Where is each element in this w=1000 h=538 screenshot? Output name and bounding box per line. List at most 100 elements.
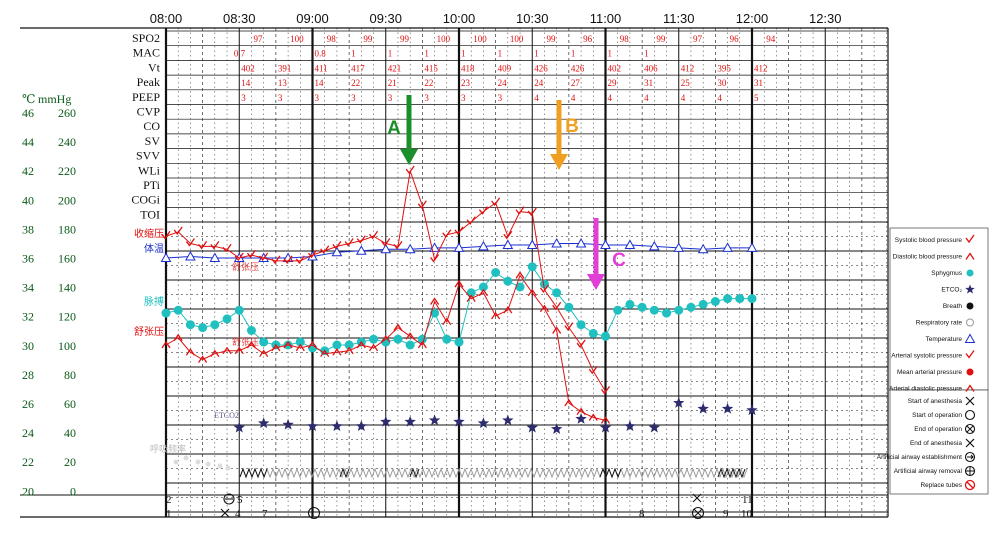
etco2-point	[331, 420, 343, 432]
row-value-vt: 402	[241, 63, 255, 73]
systolic-point	[210, 241, 220, 250]
row-value-spo2: 98	[620, 34, 630, 44]
arrow-a-shaft	[406, 95, 412, 151]
temperature-tick: 34	[22, 281, 34, 295]
legend-label: Respiratory rate	[916, 320, 963, 327]
etco2-point	[453, 415, 465, 427]
row-value-spo2: 98	[327, 34, 337, 44]
pulse-point	[588, 328, 598, 338]
label-diastolic-b: 舒张压	[232, 336, 259, 347]
row-label-sv: SV	[145, 134, 161, 148]
pulse-point	[454, 337, 464, 347]
time-label: 10:30	[516, 11, 549, 26]
pulse-point	[491, 268, 501, 277]
systolic-point	[295, 255, 305, 265]
pressure-unit-label: mmHg	[38, 92, 71, 106]
annotation-arrows: A B C	[387, 95, 626, 290]
diastolic-point	[295, 343, 305, 352]
pulse-point	[173, 305, 183, 315]
event-num: 1	[166, 508, 172, 520]
row-value-peep: 3	[278, 93, 283, 103]
systolic-point	[405, 165, 415, 175]
pulse-point	[723, 294, 733, 304]
pulse-point	[246, 326, 256, 335]
respiratory-rate-point	[195, 459, 201, 465]
legend-label: Diastolic blood pressure	[893, 254, 963, 261]
systolic-point	[369, 230, 379, 240]
diastolic-point	[259, 349, 269, 358]
temperature-point	[355, 245, 367, 255]
row-label-mac: MAC	[133, 46, 160, 60]
etco2-point	[404, 415, 416, 427]
row-value-mac: 0.8	[315, 49, 327, 59]
legend-hollow-circle-icon	[966, 318, 974, 327]
systolic-point	[344, 238, 354, 247]
row-value-vt: 406	[644, 63, 658, 73]
temperature-tick: 36	[22, 252, 34, 266]
etco2-point	[355, 420, 368, 432]
diastolic-point	[198, 355, 208, 363]
temperature-tick: 46	[22, 106, 34, 120]
pressure-tick: 60	[64, 397, 76, 411]
row-value-peak: 14	[315, 78, 325, 88]
row-label-peep: PEEP	[132, 90, 160, 104]
etco2-point	[697, 402, 709, 414]
respiration-trace-dark	[239, 467, 268, 479]
legend-label: Replace tubes	[920, 482, 962, 489]
diastolic-point	[539, 304, 549, 313]
pressure-tick: 260	[58, 106, 76, 120]
systolic-point	[515, 206, 525, 215]
pressure-tick: 200	[58, 193, 76, 207]
pulse-point	[637, 302, 647, 312]
airway-establishment-icon	[223, 493, 235, 505]
legend-black-dot-icon	[966, 302, 974, 310]
time-label: 08:30	[223, 11, 256, 26]
series-respiration	[173, 455, 748, 479]
temperature-tick: 44	[22, 135, 34, 149]
diastolic-point	[222, 346, 232, 355]
diastolic-point	[381, 335, 391, 343]
legend-circle-arrow-icon-mark	[967, 454, 974, 460]
row-value-peak: 24	[498, 78, 508, 88]
end-anesthesia-icon	[692, 493, 702, 503]
legend-navy-star-icon	[965, 284, 975, 294]
row-value-vt: 426	[534, 63, 548, 73]
diastolic-point	[393, 323, 403, 331]
legend-x-mark-icon	[965, 396, 975, 406]
respiratory-rate-point	[225, 465, 231, 471]
legend-label: End of operation	[914, 426, 962, 433]
time-label: 10:00	[443, 11, 476, 26]
arrow-a-label: A	[387, 118, 401, 139]
row-label-pti: PTi	[143, 178, 161, 192]
etco2-point	[380, 415, 392, 427]
systolic-point	[417, 200, 427, 209]
temperature-point	[209, 252, 221, 262]
row-value-spo2: 97	[253, 34, 262, 44]
row-value-peak: 25	[681, 78, 691, 88]
row-label-cvp: CVP	[137, 105, 161, 119]
event-num: 10	[741, 508, 753, 520]
pressure-tick: 160	[58, 252, 76, 266]
systolic-point	[466, 216, 476, 225]
row-value-spo2: 100	[290, 34, 304, 44]
temperature-tick: 22	[22, 455, 34, 469]
temperature-point	[331, 246, 343, 257]
event-num: 2	[166, 494, 172, 506]
pulse-point	[478, 282, 488, 292]
systolic-point	[576, 339, 586, 349]
event-num: 4	[235, 508, 241, 520]
temperature-tick: 20	[22, 484, 34, 498]
time-label: 12:30	[809, 11, 842, 26]
etco2-point	[648, 421, 661, 433]
pulse-point	[552, 288, 562, 298]
row-label-svv: SVV	[136, 149, 160, 163]
pulse-point	[466, 288, 476, 298]
pulse-point	[686, 302, 696, 312]
diastolic-point	[161, 340, 171, 349]
end-operation-icon	[691, 506, 705, 520]
systolic-point	[246, 249, 256, 259]
row-value-peak: 13	[278, 78, 288, 88]
legend-label: Start of anesthesia	[908, 398, 963, 405]
label-diastolic-a: 舒张压	[232, 261, 259, 272]
